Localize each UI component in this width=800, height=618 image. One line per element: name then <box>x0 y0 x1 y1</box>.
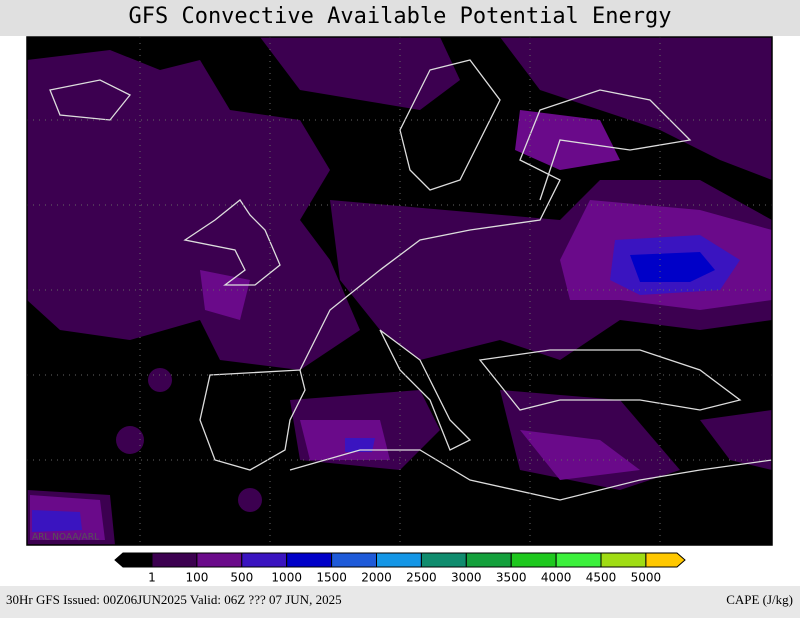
colorbar-label: 3500 <box>496 571 527 585</box>
run-info: 30Hr GFS Issued: 00Z06JUN2025 Valid: 06Z… <box>6 592 342 607</box>
colorbar-segment <box>331 552 377 568</box>
cape-peak <box>630 252 715 282</box>
map: ARL NOAA/ARL <box>26 36 773 546</box>
colorbar-segment <box>241 552 288 568</box>
colorbar-segment <box>420 552 467 568</box>
colorbar-label: 2000 <box>361 571 392 585</box>
colorbar-segment <box>114 552 153 568</box>
colorbar-label: 1500 <box>316 571 347 585</box>
colorbar-segment <box>645 552 686 568</box>
colorbar-label: 5000 <box>631 571 662 585</box>
colorbar-label: 4500 <box>586 571 617 585</box>
colorbar-label: 3000 <box>451 571 482 585</box>
colorbar-segment <box>286 552 333 568</box>
footer-bar <box>0 586 800 618</box>
colorbar-segment <box>376 552 422 568</box>
colorbar-segment <box>555 552 602 568</box>
colorbar: 1 100 500 1000 1500 2000 2500 3000 3500 4000 4500 5… <box>114 552 686 585</box>
colorbar-label: 500 <box>230 571 253 585</box>
colorbar-segment <box>465 552 512 568</box>
colorbar-label: 1 <box>148 571 156 585</box>
colorbar-segment <box>510 552 557 568</box>
colorbar-label: 2500 <box>406 571 437 585</box>
colorbar-segment <box>600 552 647 568</box>
colorbar-segment <box>196 552 243 568</box>
colorbar-label: 4000 <box>541 571 572 585</box>
watermark: ARL NOAA/ARL <box>32 533 99 543</box>
map-border <box>26 36 773 546</box>
title: GFS Convective Available Potential Energ… <box>128 4 671 29</box>
graticule <box>27 37 772 545</box>
colorbar-label: 100 <box>185 571 208 585</box>
title-bar <box>0 0 800 36</box>
unit-label: CAPE (J/kg) <box>726 592 793 607</box>
colorbar-label: 1000 <box>271 571 302 585</box>
colorbar-segment <box>151 552 198 568</box>
